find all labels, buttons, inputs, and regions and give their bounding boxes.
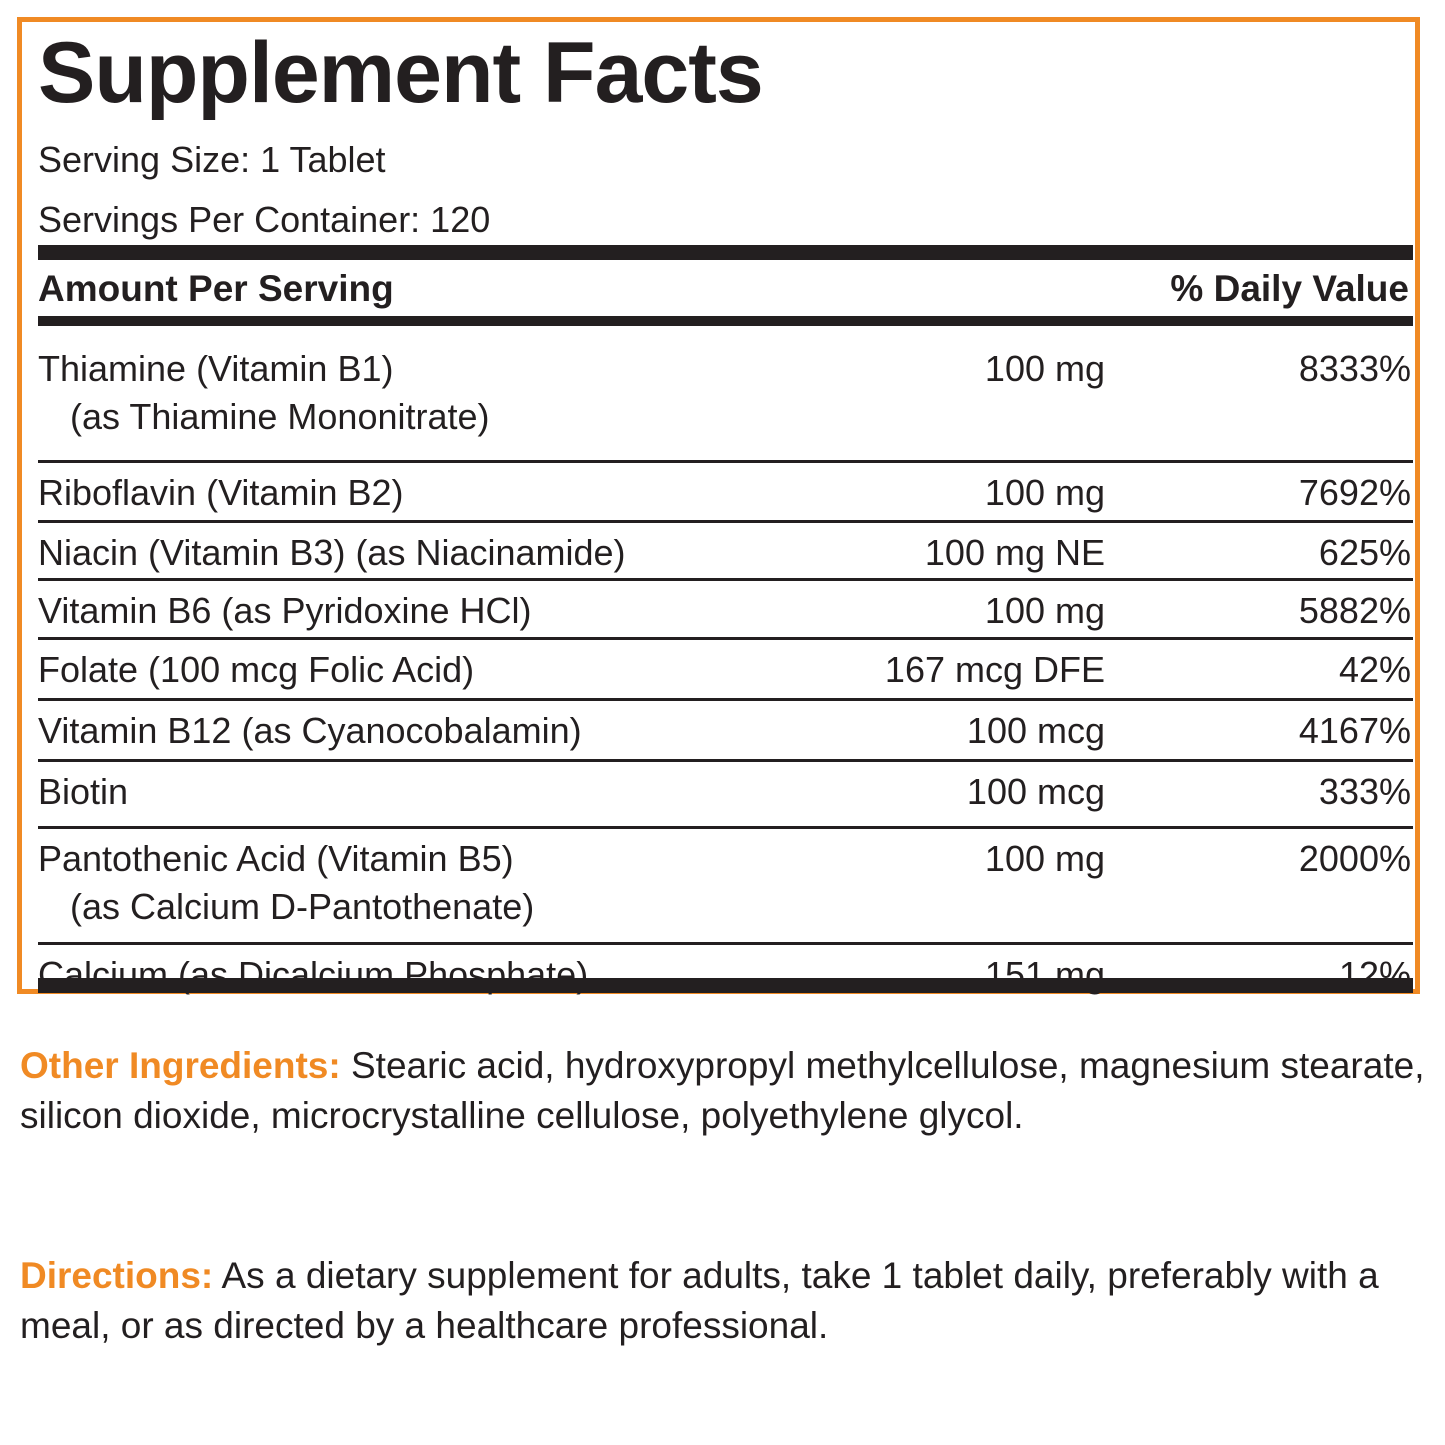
table-row: Niacin (Vitamin B3) (as Niacinamide) 100 …	[38, 523, 1413, 581]
table-row: Thiamine (Vitamin B1) (as Thiamine Mononi…	[38, 339, 1413, 463]
nutrient-amount: 100 mcg	[966, 771, 1105, 812]
other-ingredients-label: Other Ingredients:	[20, 1045, 341, 1086]
nutrient-amount: 100 mg	[984, 472, 1105, 513]
nutrient-source: (as Calcium D-Pantothenate)	[70, 886, 535, 927]
servings-per-container: Servings Per Container: 120	[38, 199, 491, 240]
nutrient-daily-value: 7692%	[1298, 472, 1411, 513]
other-ingredients-text: Stearic acid, hydroxypropyl methylcellul…	[20, 1045, 1425, 1136]
nutrient-daily-value: 333%	[1318, 771, 1411, 812]
amount-per-serving-header: Amount Per Serving	[38, 268, 394, 309]
thick-divider-top	[38, 245, 1413, 260]
table-row: Biotin 100 mcg 333%	[38, 762, 1413, 829]
nutrient-name: Riboflavin (Vitamin B2)	[38, 472, 404, 513]
nutrient-amount: 100 mg	[984, 838, 1105, 879]
supplement-facts-panel: Supplement Facts Serving Size: 1 Tablet …	[17, 17, 1420, 995]
table-row: Vitamin B6 (as Pyridoxine HCl) 100 mg 5882…	[38, 581, 1413, 640]
directions-label: Directions:	[20, 1255, 214, 1296]
medium-divider	[38, 316, 1413, 326]
nutrient-name: Thiamine (Vitamin B1)	[38, 348, 394, 389]
nutrient-daily-value: 42%	[1338, 649, 1411, 690]
nutrient-name: Vitamin B12 (as Cyanocobalamin)	[38, 710, 582, 751]
table-row: Pantothenic Acid (Vitamin B5) (as Calcium…	[38, 829, 1413, 945]
nutrient-amount: 100 mg	[984, 590, 1105, 631]
serving-size: Serving Size: 1 Tablet	[38, 139, 386, 180]
nutrient-amount: 100 mg NE	[924, 532, 1105, 573]
nutrient-daily-value: 4167%	[1298, 710, 1411, 751]
nutrient-table: Thiamine (Vitamin B1) (as Thiamine Mononi…	[38, 339, 1413, 1001]
table-row: Folate (100 mcg Folic Acid) 167 mcg DFE 42…	[38, 640, 1413, 701]
nutrient-name: Vitamin B6 (as Pyridoxine HCl)	[38, 590, 532, 631]
nutrient-amount: 167 mcg DFE	[884, 649, 1105, 690]
nutrient-name: Pantothenic Acid (Vitamin B5)	[38, 838, 514, 879]
table-row: Riboflavin (Vitamin B2) 100 mg 7692%	[38, 463, 1413, 523]
directions: Directions: As a dietary supplement for …	[20, 1251, 1425, 1351]
nutrient-name: Niacin (Vitamin B3) (as Niacinamide)	[38, 532, 626, 573]
nutrient-amount: 100 mcg	[966, 710, 1105, 751]
other-ingredients: Other Ingredients: Stearic acid, hydroxy…	[20, 1041, 1425, 1141]
panel-title: Supplement Facts	[38, 25, 764, 121]
thick-divider-bottom	[38, 978, 1413, 993]
daily-value-header: % Daily Value	[1170, 268, 1409, 309]
table-row: Vitamin B12 (as Cyanocobalamin) 100 mcg 41…	[38, 701, 1413, 762]
nutrient-name: Biotin	[38, 771, 129, 812]
nutrient-daily-value: 8333%	[1298, 348, 1411, 389]
nutrient-source: (as Thiamine Mononitrate)	[70, 396, 490, 437]
nutrient-amount: 100 mg	[984, 348, 1105, 389]
nutrient-daily-value: 2000%	[1298, 838, 1411, 879]
nutrient-name: Folate (100 mcg Folic Acid)	[38, 649, 475, 690]
nutrient-daily-value: 5882%	[1298, 590, 1411, 631]
nutrient-daily-value: 625%	[1318, 532, 1411, 573]
directions-text: As a dietary supplement for adults, take…	[20, 1255, 1379, 1346]
